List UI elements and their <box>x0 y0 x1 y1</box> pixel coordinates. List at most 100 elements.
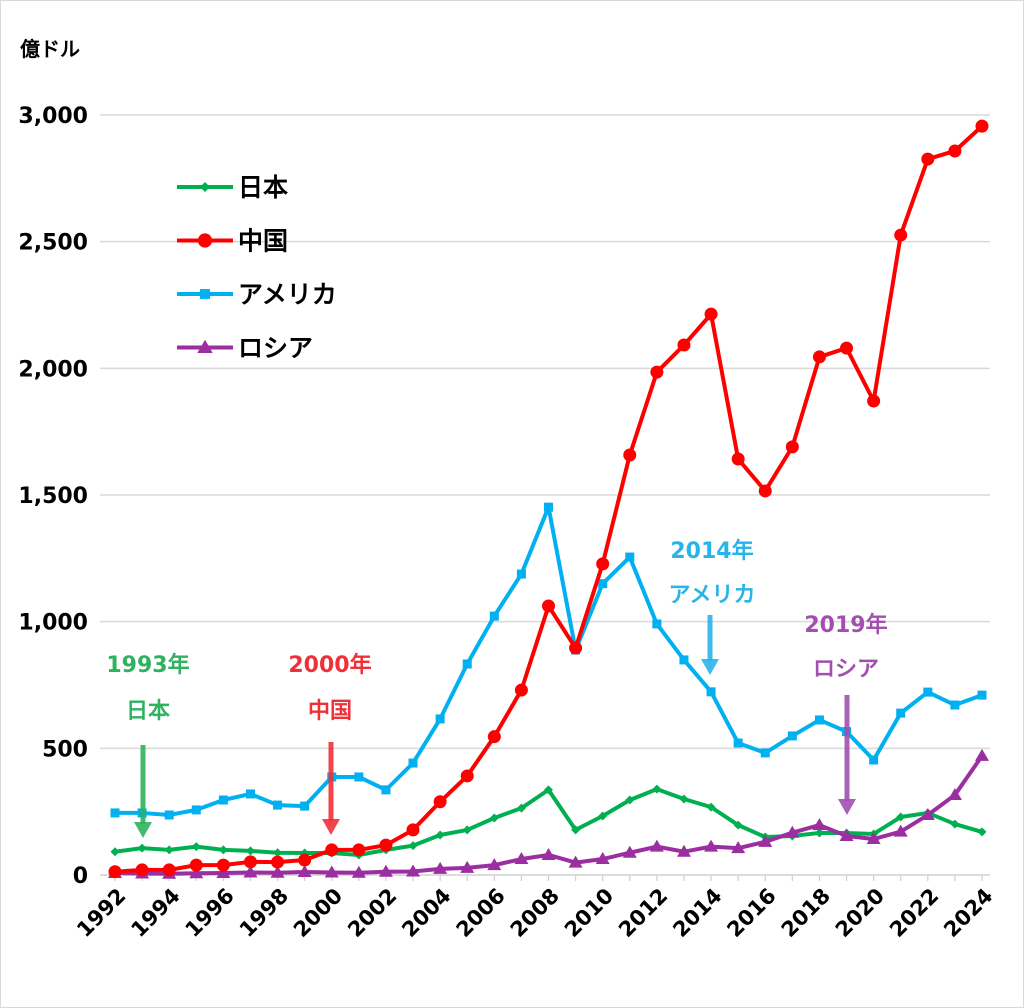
data-point <box>435 714 445 724</box>
arrow-head <box>701 659 719 675</box>
data-point <box>894 228 908 242</box>
data-point <box>896 708 906 718</box>
x-tick-label: 2012 <box>614 884 672 942</box>
data-point <box>679 794 689 804</box>
data-point <box>652 784 662 794</box>
series-2 <box>110 502 987 820</box>
data-point <box>758 834 773 847</box>
y-tick-label: 1,000 <box>18 611 88 636</box>
y-tick-label: 0 <box>73 864 88 889</box>
data-point <box>406 864 421 877</box>
data-point <box>625 552 635 562</box>
data-point <box>975 748 989 761</box>
data-point <box>462 659 472 669</box>
x-tick-label: 2010 <box>560 884 618 942</box>
data-point <box>948 144 962 158</box>
data-point <box>866 832 881 845</box>
data-point <box>596 557 610 571</box>
data-point <box>975 119 989 133</box>
data-point <box>921 152 935 166</box>
data-point <box>271 855 285 869</box>
data-point <box>135 863 149 877</box>
data-point <box>197 233 213 248</box>
x-tick-label: 2006 <box>452 884 510 942</box>
x-tick-label: 2024 <box>939 884 997 942</box>
arrow-head <box>322 819 340 835</box>
data-point <box>706 687 716 697</box>
data-point <box>460 860 475 873</box>
data-point <box>679 655 689 665</box>
data-point <box>676 844 691 857</box>
data-point <box>650 365 664 379</box>
data-point <box>108 865 122 879</box>
data-point <box>408 758 418 768</box>
legend-item: 日本 <box>177 173 288 202</box>
legend-item: 中国 <box>177 227 288 256</box>
x-tick-label: 1998 <box>235 884 293 942</box>
legend-item: アメリカ <box>177 280 337 309</box>
data-point <box>189 866 204 879</box>
data-point <box>977 690 987 700</box>
data-point <box>243 865 258 878</box>
data-point <box>649 839 664 852</box>
data-point <box>379 838 393 852</box>
data-point <box>544 785 553 795</box>
y-tick-label: 500 <box>42 737 88 762</box>
x-tick-label: 2020 <box>831 884 889 942</box>
data-point <box>541 847 556 860</box>
data-point <box>487 858 502 871</box>
annotation-year: 2014年 <box>670 538 753 564</box>
data-point <box>785 825 800 838</box>
legend-label: 日本 <box>238 173 288 202</box>
data-point <box>950 819 960 829</box>
data-point <box>381 785 391 795</box>
data-point <box>544 502 553 512</box>
data-point <box>516 569 526 579</box>
data-point <box>110 808 120 818</box>
data-point <box>433 795 447 809</box>
data-point <box>867 394 881 408</box>
data-point <box>216 858 230 872</box>
data-point <box>514 852 529 865</box>
data-point <box>270 865 285 878</box>
data-point <box>406 823 420 837</box>
annotation-country: 中国 <box>308 699 352 724</box>
data-point <box>324 865 339 878</box>
legend-label: ロシア <box>238 334 313 363</box>
x-tick-label: 1994 <box>126 884 184 942</box>
data-point <box>733 738 743 748</box>
data-point <box>243 855 257 869</box>
data-point <box>760 748 770 758</box>
data-point <box>487 730 501 744</box>
data-point <box>433 861 448 874</box>
data-point <box>598 811 608 821</box>
data-point <box>733 820 743 830</box>
data-point <box>920 807 935 820</box>
data-point <box>164 810 174 820</box>
data-point <box>191 842 201 852</box>
data-point <box>704 307 718 321</box>
y-tick-label: 2,000 <box>18 357 88 382</box>
data-point <box>704 839 719 852</box>
data-point <box>569 641 583 655</box>
data-point <box>200 182 210 192</box>
data-point <box>652 619 662 629</box>
annotation-year: 1993年 <box>106 652 189 678</box>
data-point <box>731 452 745 466</box>
annotation-country: 日本 <box>126 699 170 724</box>
data-point <box>378 864 393 877</box>
data-point <box>110 847 120 857</box>
data-point <box>814 828 824 838</box>
data-point <box>568 855 583 868</box>
data-point <box>352 843 366 857</box>
series-3 <box>108 748 989 879</box>
data-point <box>197 339 213 353</box>
y-tick-label: 3,000 <box>18 104 88 129</box>
data-point <box>489 813 499 823</box>
legend-label: 中国 <box>238 227 288 256</box>
annotation-country: アメリカ <box>669 583 756 608</box>
data-point <box>162 863 176 877</box>
x-tick-label: 2002 <box>343 884 401 942</box>
x-tick-label: 2008 <box>506 884 564 942</box>
